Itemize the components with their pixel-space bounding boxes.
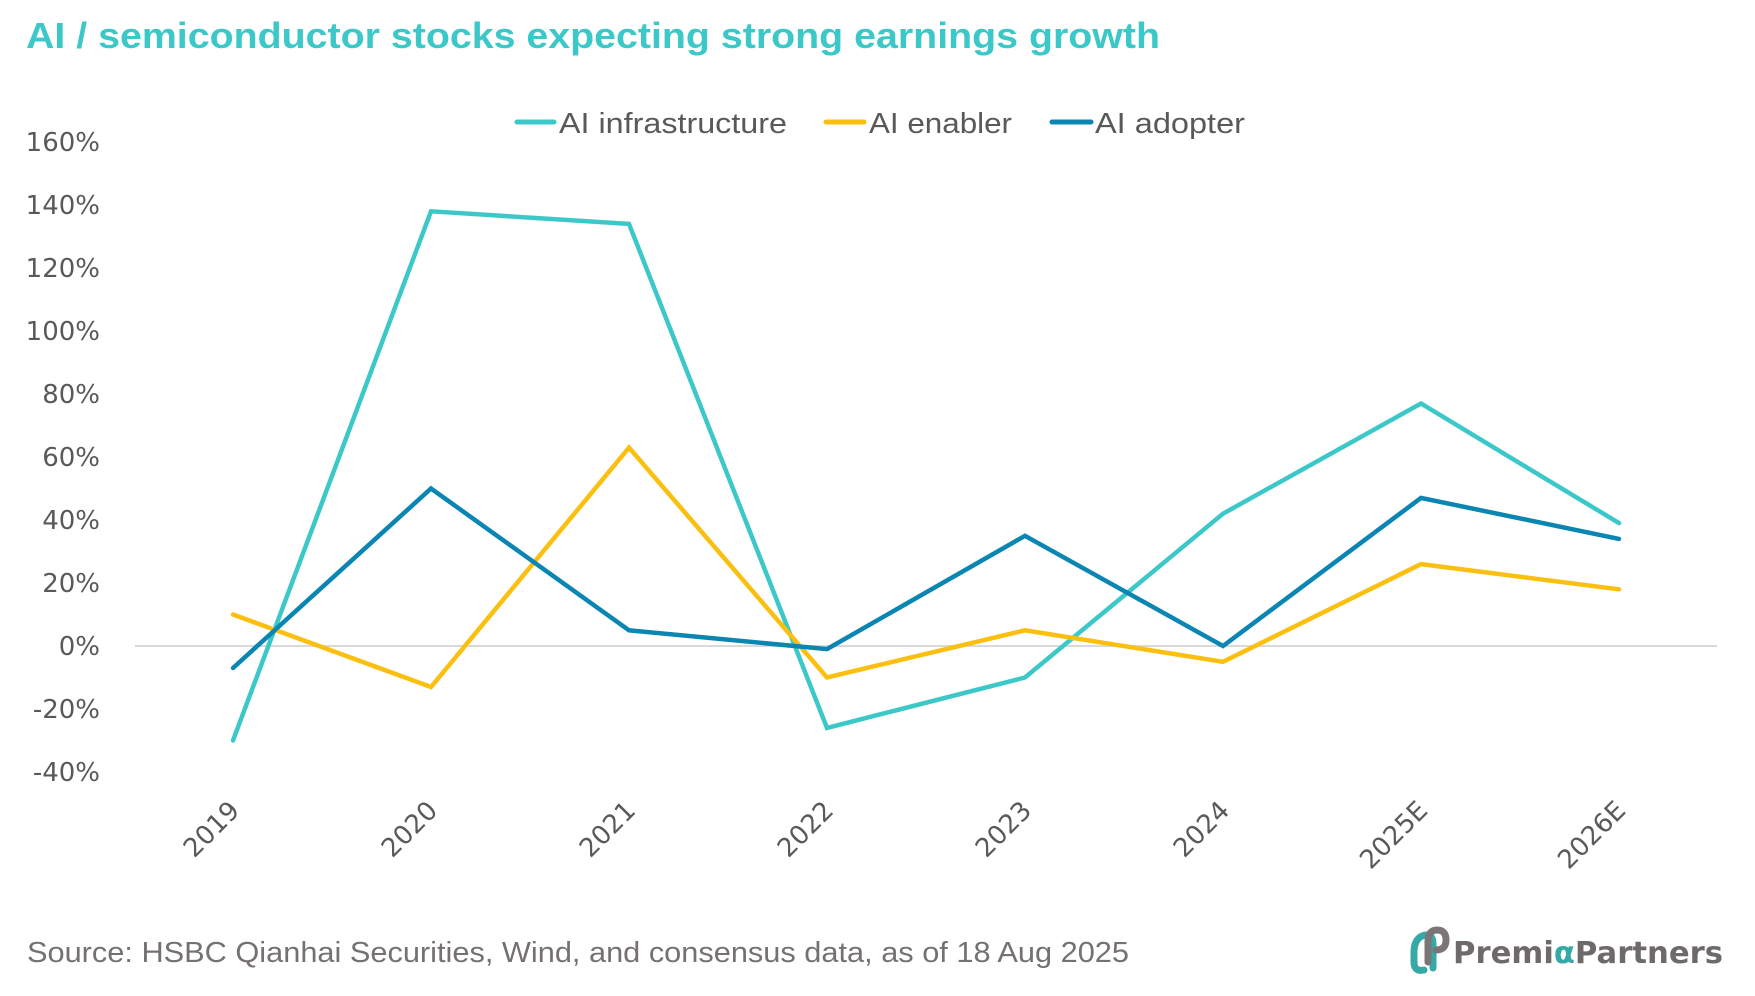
y-tick-label: 120% <box>26 254 100 284</box>
legend-label-ai-enabler: AI enabler <box>869 108 1012 140</box>
y-axis: 160% 140% 120% 100% 80% 60% 40% 20% 0% -20% -40% <box>26 128 100 788</box>
y-tick-label: 80% <box>42 380 100 410</box>
logo-text-premi: Premi <box>1453 936 1554 971</box>
legend-item-ai-adopter: AI adopter <box>1049 108 1245 140</box>
y-tick-label: 60% <box>42 443 100 473</box>
legend-label-ai-adopter: AI adopter <box>1095 108 1245 140</box>
legend: AI infrastructure AI enabler AI adopter <box>514 108 1245 140</box>
series-line-ai-enabler <box>230 444 1622 690</box>
legend-item-ai-enabler: AI enabler <box>823 108 1012 140</box>
x-tick-label: 2024 <box>1168 796 1236 864</box>
x-tick-label: 2020 <box>376 796 444 864</box>
y-tick-label: -40% <box>33 758 100 788</box>
series-line-ai-infrastructure <box>230 208 1622 743</box>
y-tick-label: -20% <box>33 695 100 725</box>
premia-partners-logo: PremiαPartners <box>1410 926 1723 974</box>
legend-item-ai-infrastructure: AI infrastructure <box>514 108 787 140</box>
x-tick-label: 2026E <box>1552 796 1632 876</box>
x-axis: 2019 2020 2021 2022 2023 2024 2025E 2026E <box>178 796 1632 876</box>
legend-label-ai-infrastructure: AI infrastructure <box>559 108 787 140</box>
logo-alpha-glyph: α <box>1554 936 1575 971</box>
x-tick-label: 2022 <box>772 796 840 864</box>
chart-title: AI / semiconductor stocks expecting stro… <box>26 15 1160 56</box>
x-tick-label: 2023 <box>970 796 1038 864</box>
series-line-ai-adopter <box>230 485 1622 671</box>
x-tick-label: 2019 <box>178 796 246 864</box>
x-tick-label: 2025E <box>1354 796 1434 876</box>
plot-area <box>230 208 1622 743</box>
y-tick-label: 160% <box>26 128 100 158</box>
logo-wordmark: PremiαPartners <box>1453 936 1723 971</box>
x-tick-label: 2021 <box>574 796 642 864</box>
y-tick-label: 100% <box>26 317 100 347</box>
y-tick-label: 0% <box>59 632 100 662</box>
y-tick-label: 40% <box>42 506 100 536</box>
y-tick-label: 140% <box>26 191 100 221</box>
logo-text-partners: Partners <box>1575 936 1723 971</box>
source-note: Source: HSBC Qianhai Securities, Wind, a… <box>27 937 1129 969</box>
premia-link-icon <box>1410 926 1450 974</box>
y-tick-label: 20% <box>42 569 100 599</box>
